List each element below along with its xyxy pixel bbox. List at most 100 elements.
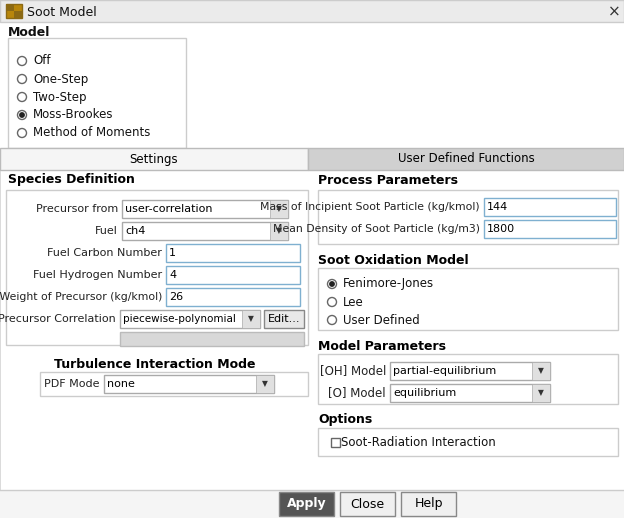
Text: ▼: ▼	[538, 367, 544, 376]
Bar	[14, 11, 22, 18]
Text: Mean Density of Soot Particle (kg/m3): Mean Density of Soot Particle (kg/m3)	[273, 224, 480, 234]
Bar	[122, 200, 288, 218]
Text: Soot Oxidation Model: Soot Oxidation Model	[318, 253, 469, 266]
Bar	[340, 492, 395, 516]
Bar	[308, 148, 624, 170]
Circle shape	[17, 56, 26, 65]
Text: [O] Model: [O] Model	[328, 386, 386, 399]
Bar	[6, 4, 22, 18]
Text: ▼: ▼	[538, 388, 544, 397]
Bar	[279, 492, 334, 516]
Text: user-correlation: user-correlation	[125, 204, 213, 214]
Text: Soot Model: Soot Model	[27, 7, 97, 20]
Bar	[6, 190, 308, 345]
Bar	[120, 310, 260, 328]
Bar	[166, 288, 300, 306]
Bar	[40, 372, 308, 396]
Circle shape	[328, 297, 336, 307]
Circle shape	[17, 128, 26, 137]
Circle shape	[328, 315, 336, 324]
Text: User Defined Functions: User Defined Functions	[397, 152, 534, 165]
Bar	[242, 310, 260, 328]
Bar	[270, 200, 288, 218]
Bar	[0, 148, 308, 170]
Bar	[104, 375, 274, 393]
Text: Options: Options	[318, 413, 373, 426]
Bar	[390, 362, 550, 380]
Text: Lee: Lee	[343, 295, 364, 309]
Bar	[8, 38, 186, 148]
Bar	[532, 384, 550, 402]
Bar	[532, 362, 550, 380]
Text: 4: 4	[169, 270, 176, 280]
Text: ×: ×	[608, 5, 620, 20]
Text: 1: 1	[169, 248, 176, 258]
Text: Edit...: Edit...	[268, 314, 300, 324]
Text: Species Definition: Species Definition	[8, 174, 135, 186]
Text: Fuel: Fuel	[95, 226, 118, 236]
Text: Fuel Carbon Number: Fuel Carbon Number	[47, 248, 162, 258]
Bar	[331, 438, 340, 447]
Text: piecewise-polynomial: piecewise-polynomial	[123, 314, 236, 324]
Text: Settings: Settings	[130, 152, 178, 165]
Text: partial-equilibrium: partial-equilibrium	[393, 366, 496, 376]
Bar	[166, 244, 300, 262]
Circle shape	[17, 110, 26, 120]
Text: Model Parameters: Model Parameters	[318, 339, 446, 353]
Bar	[0, 170, 624, 491]
Circle shape	[20, 113, 24, 117]
Text: Moss-Brookes: Moss-Brookes	[33, 108, 114, 122]
Text: User Defined: User Defined	[343, 313, 420, 326]
Bar	[390, 384, 550, 402]
Bar	[122, 222, 288, 240]
Bar	[264, 310, 304, 328]
Text: One-Step: One-Step	[33, 73, 88, 85]
Text: Turbulence Interaction Mode: Turbulence Interaction Mode	[54, 358, 256, 371]
Bar	[318, 428, 618, 456]
Bar	[318, 354, 618, 404]
Bar	[401, 492, 456, 516]
Text: Close: Close	[351, 497, 384, 511]
Bar	[256, 375, 274, 393]
Bar	[318, 268, 618, 330]
Text: Fenimore-Jones: Fenimore-Jones	[343, 278, 434, 291]
Circle shape	[17, 93, 26, 102]
Text: [OH] Model: [OH] Model	[319, 365, 386, 378]
Bar	[6, 4, 14, 11]
Text: Method of Moments: Method of Moments	[33, 126, 150, 139]
Text: ▼: ▼	[262, 380, 268, 388]
Text: 1800: 1800	[487, 224, 515, 234]
Circle shape	[328, 280, 336, 289]
Text: Mass of Incipient Soot Particle (kg/kmol): Mass of Incipient Soot Particle (kg/kmol…	[260, 202, 480, 212]
Bar	[484, 220, 616, 238]
Text: Precursor from: Precursor from	[36, 204, 118, 214]
Text: Soot-Radiation Interaction: Soot-Radiation Interaction	[341, 436, 495, 449]
Circle shape	[17, 75, 26, 83]
Circle shape	[330, 282, 334, 286]
Text: Off: Off	[33, 54, 51, 67]
Bar	[484, 198, 616, 216]
Bar	[0, 0, 624, 22]
Text: Process Parameters: Process Parameters	[318, 174, 458, 186]
Text: Apply: Apply	[286, 497, 326, 511]
Text: 26: 26	[169, 292, 183, 302]
Bar	[0, 490, 624, 518]
Text: equilibrium: equilibrium	[393, 388, 456, 398]
Text: ▼: ▼	[276, 205, 282, 213]
Bar	[318, 190, 618, 244]
Text: none: none	[107, 379, 135, 389]
Text: Model: Model	[8, 26, 51, 39]
Text: PDF Mode: PDF Mode	[44, 379, 100, 389]
Bar	[120, 332, 304, 346]
Bar	[166, 266, 300, 284]
Text: ch4: ch4	[125, 226, 145, 236]
Text: Precursor Correlation: Precursor Correlation	[0, 314, 116, 324]
Text: Two-Step: Two-Step	[33, 91, 87, 104]
Text: Molecular Weight of Precursor (kg/kmol): Molecular Weight of Precursor (kg/kmol)	[0, 292, 162, 302]
Text: ▼: ▼	[276, 226, 282, 236]
Bar	[270, 222, 288, 240]
Text: ▼: ▼	[248, 314, 254, 324]
Text: Help: Help	[414, 497, 443, 511]
Text: Fuel Hydrogen Number: Fuel Hydrogen Number	[33, 270, 162, 280]
Text: 144: 144	[487, 202, 509, 212]
